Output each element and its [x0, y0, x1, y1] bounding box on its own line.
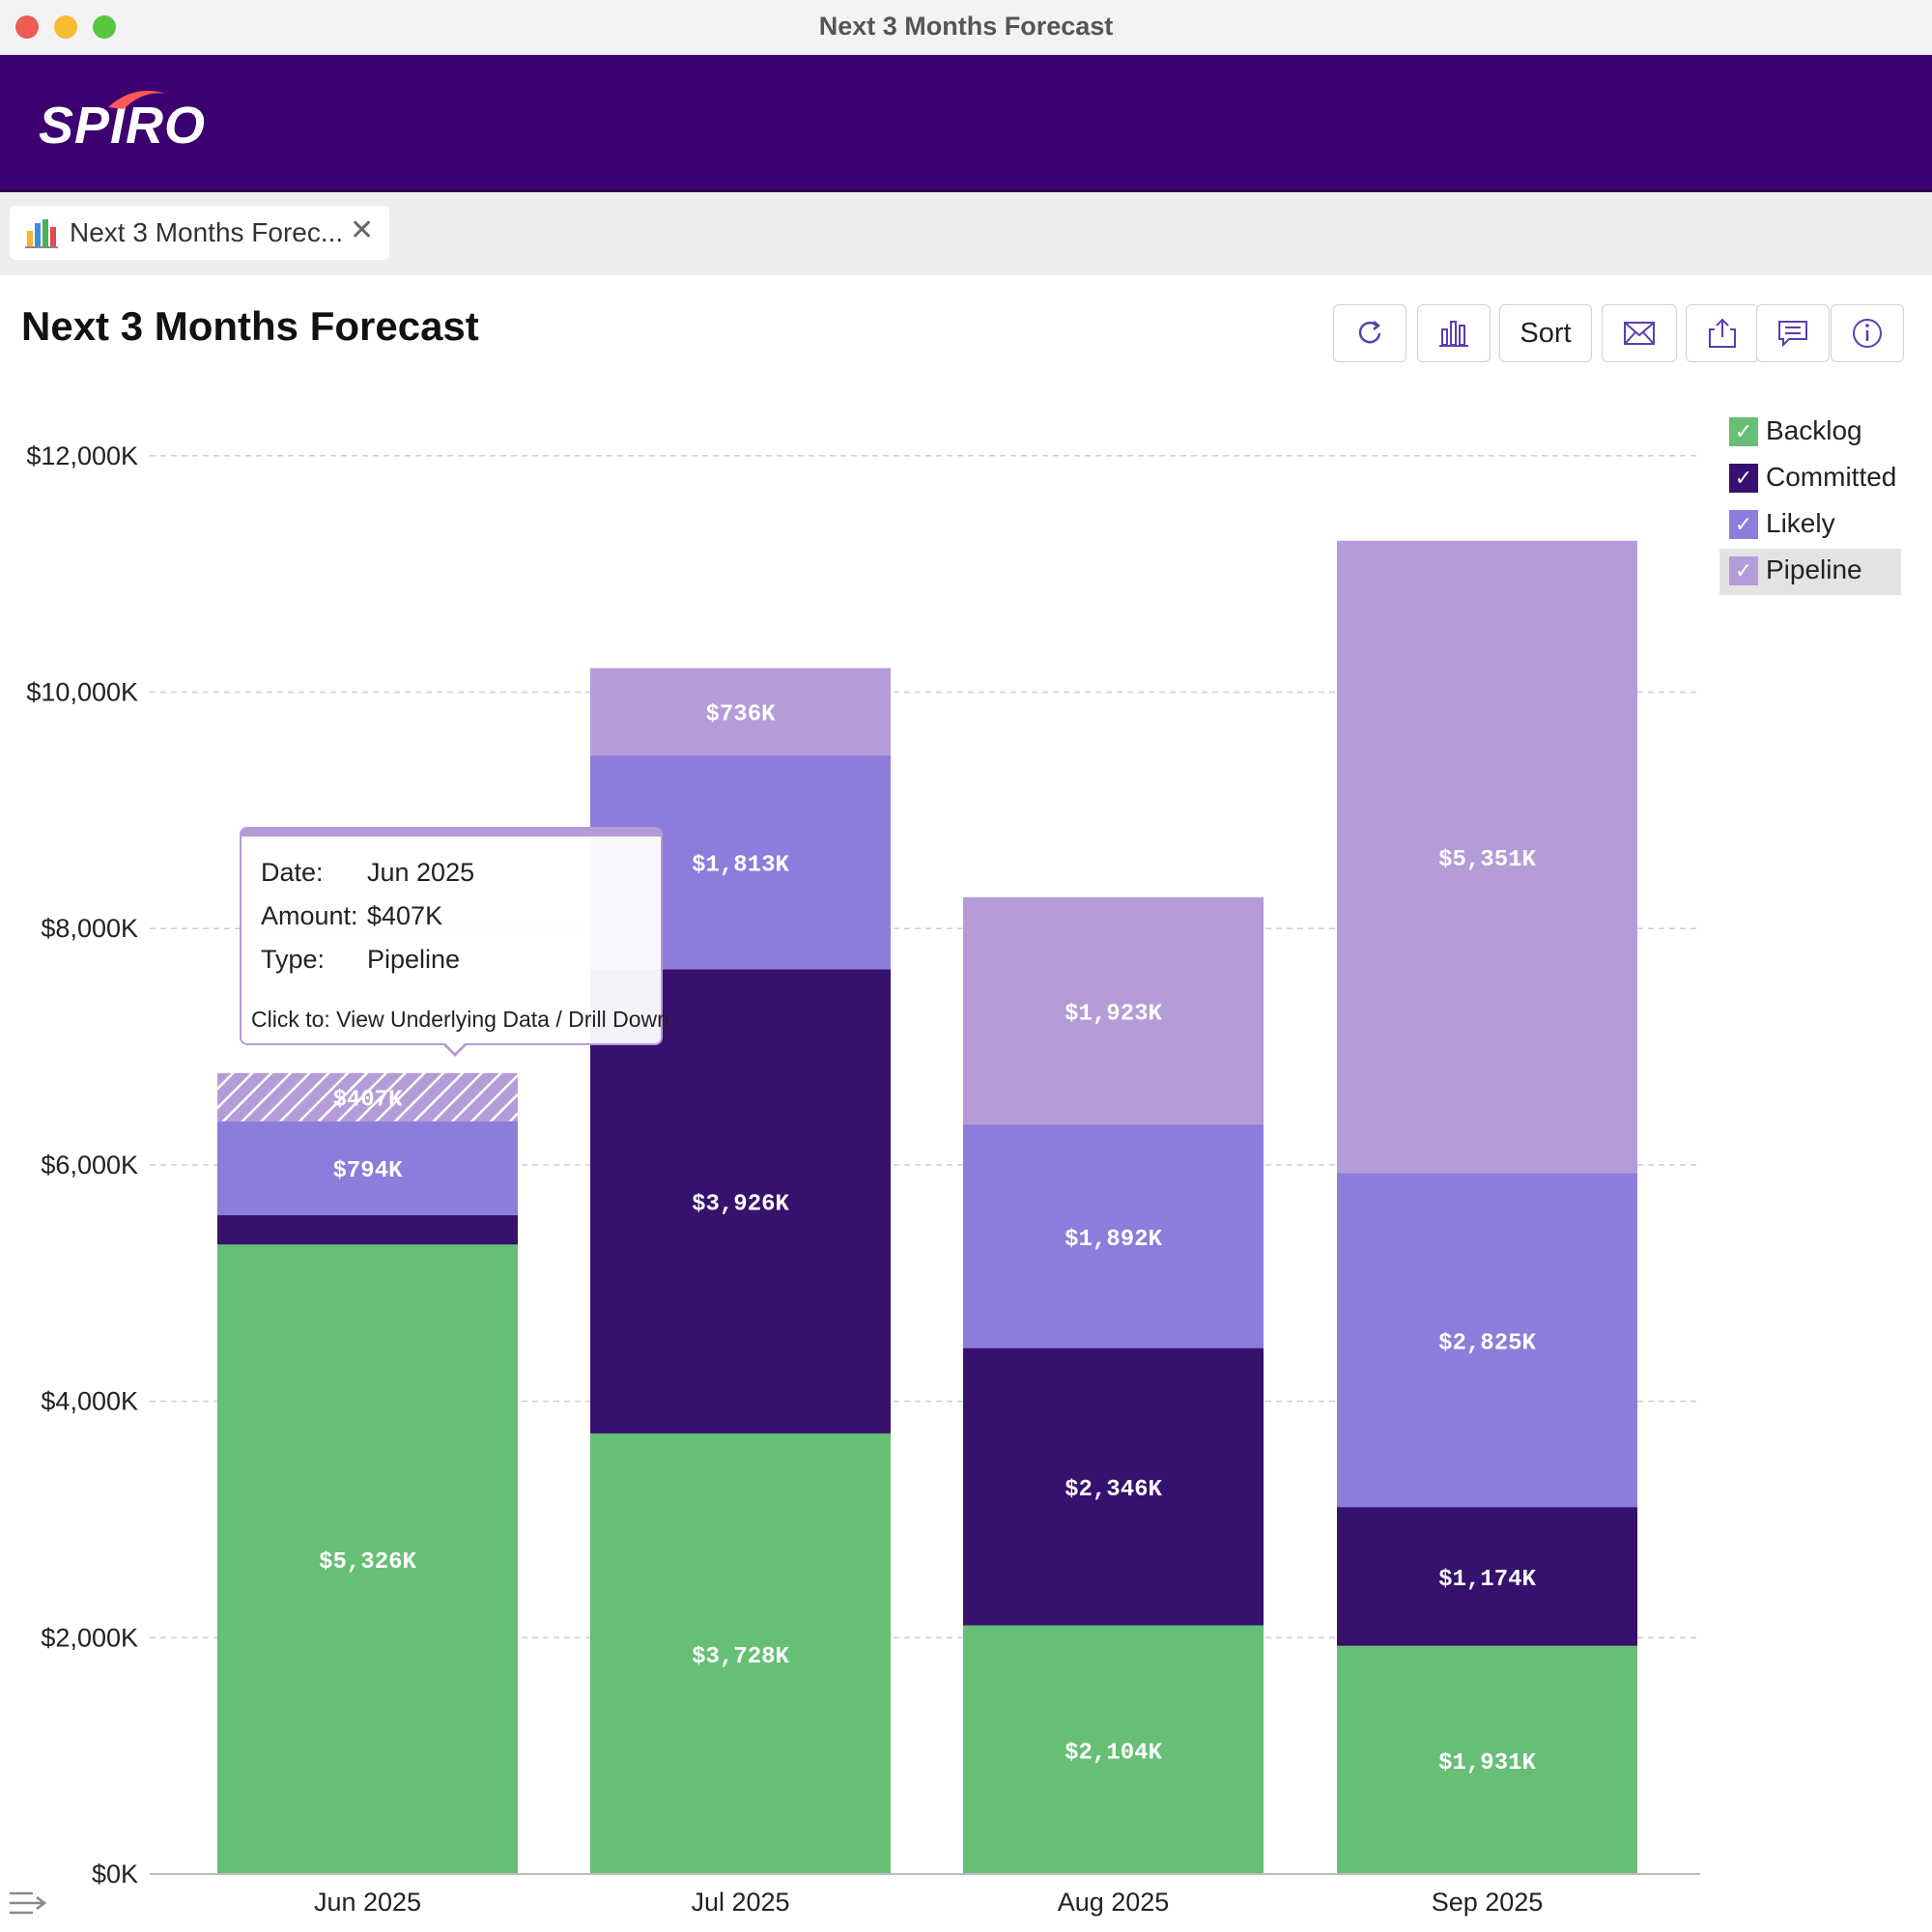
bar-pipeline-jun-2025[interactable] — [217, 1072, 518, 1122]
legend-item-likely[interactable]: ✓ Likely — [1719, 502, 1901, 549]
sort-label: Sort — [1520, 317, 1572, 349]
x-tick-label: Jul 2025 — [691, 1888, 789, 1917]
data-label: $2,346K — [1065, 1477, 1162, 1503]
legend-label: Likely — [1766, 508, 1835, 538]
bar-committed-aug-2025[interactable] — [963, 1348, 1264, 1626]
data-label: $2,825K — [1438, 1330, 1536, 1356]
legend-item-committed[interactable]: ✓ Committed — [1719, 456, 1901, 502]
zoom-window-button[interactable] — [93, 15, 116, 39]
data-label: $5,326K — [319, 1549, 416, 1576]
y-tick-label: $12,000K — [26, 441, 138, 470]
legend-label: Committed — [1766, 462, 1897, 492]
window-titlebar: Next 3 Months Forecast — [0, 0, 1932, 55]
info-button[interactable] — [1831, 304, 1904, 362]
legend-check-icon: ✓ — [1729, 417, 1758, 446]
legend-check-icon: ✓ — [1729, 556, 1758, 585]
collapse-menu-icon[interactable] — [8, 1888, 46, 1918]
data-label: $1,892K — [1065, 1227, 1162, 1253]
data-label: $5,351K — [1438, 847, 1536, 873]
legend-item-backlog[interactable]: ✓ Backlog — [1719, 410, 1901, 456]
data-label: $1,923K — [1065, 1001, 1162, 1027]
bar-backlog-jul-2025[interactable] — [590, 1433, 891, 1874]
x-tick-label: Jun 2025 — [314, 1888, 421, 1917]
close-tab-icon[interactable]: ✕ — [350, 214, 375, 246]
x-tick-label: Aug 2025 — [1058, 1888, 1170, 1917]
bar-likely-sep-2025[interactable] — [1337, 1173, 1637, 1508]
comment-button[interactable] — [1756, 304, 1830, 362]
sort-button[interactable]: Sort — [1499, 304, 1592, 362]
y-tick-label: $4,000K — [41, 1387, 138, 1416]
brand-header: SPIRO — [0, 55, 1932, 192]
chart-tab-icon — [25, 219, 58, 248]
refresh-button[interactable] — [1333, 304, 1406, 362]
bar-pipeline-jul-2025[interactable] — [590, 668, 891, 755]
tooltip-date-key: Date: — [261, 858, 324, 887]
bar-chart-icon — [1439, 321, 1468, 347]
export-icon — [1709, 318, 1736, 348]
minimize-window-button[interactable] — [54, 15, 77, 39]
data-label: $1,813K — [692, 853, 789, 879]
bar-backlog-sep-2025[interactable] — [1337, 1645, 1637, 1874]
bar-likely-aug-2025[interactable] — [963, 1124, 1264, 1349]
data-label: $1,931K — [1438, 1750, 1536, 1776]
tab-label: Next 3 Months Forec... — [70, 217, 344, 247]
close-window-button[interactable] — [15, 15, 39, 39]
data-label: $3,728K — [692, 1644, 789, 1670]
bar-likely-jun-2025[interactable] — [217, 1121, 518, 1215]
y-tick-label: $0K — [92, 1860, 138, 1889]
bar-committed-jun-2025[interactable] — [217, 1214, 518, 1245]
bar-committed-jul-2025[interactable] — [590, 969, 891, 1434]
data-label: $407K — [332, 1088, 403, 1114]
chart-tooltip: Date: Jun 2025 Amount: $407K Type: Pipel… — [240, 827, 669, 1045]
tooltip-hint[interactable]: Click to: View Underlying Data / Drill D… — [251, 1007, 669, 1032]
data-label: $736K — [705, 702, 776, 728]
tooltip-amount-value: $407K — [367, 901, 443, 930]
data-label: $2,104K — [1065, 1740, 1162, 1766]
legend-label: Backlog — [1766, 415, 1862, 445]
tooltip-caret-inner — [443, 1041, 467, 1053]
tab-bar: Next 3 Months Forec... ✕ — [0, 192, 1932, 275]
spiro-logo[interactable]: SPIRO — [39, 91, 206, 156]
y-tick-label: $8,000K — [41, 914, 138, 943]
comment-icon — [1778, 321, 1807, 348]
info-icon — [1853, 319, 1882, 348]
y-tick-label: $10,000K — [26, 678, 138, 707]
data-label: $3,926K — [692, 1192, 789, 1218]
x-tick-label: Sep 2025 — [1432, 1888, 1544, 1917]
logo-swoosh-icon — [108, 91, 166, 109]
y-tick-label: $6,000K — [41, 1151, 138, 1179]
bar-backlog-jun-2025[interactable] — [217, 1244, 518, 1874]
data-label: $1,174K — [1438, 1567, 1536, 1593]
tab-forecast[interactable]: Next 3 Months Forec... ✕ — [10, 206, 389, 260]
chart-type-button[interactable] — [1417, 304, 1491, 362]
forecast-chart: $5,326K $794K $407K $3,728K $3,926K $1,813K $7… — [26, 441, 1700, 1917]
email-button[interactable] — [1602, 304, 1677, 362]
legend-label: Pipeline — [1766, 554, 1862, 584]
bar-committed-sep-2025[interactable] — [1337, 1507, 1637, 1646]
bar-pipeline-aug-2025[interactable] — [963, 896, 1264, 1125]
export-button[interactable] — [1686, 304, 1759, 362]
window-title: Next 3 Months Forecast — [818, 12, 1114, 41]
tooltip-type-key: Type: — [261, 945, 326, 974]
y-tick-label: $2,000K — [41, 1623, 138, 1652]
bar-backlog-aug-2025[interactable] — [963, 1625, 1264, 1874]
legend-item-pipeline[interactable]: ✓ Pipeline — [1719, 549, 1901, 595]
email-icon — [1624, 322, 1655, 345]
legend-check-icon: ✓ — [1729, 510, 1758, 539]
page-title: Next 3 Months Forecast — [21, 303, 479, 349]
legend-check-icon: ✓ — [1729, 464, 1758, 493]
bar-pipeline-sep-2025[interactable] — [1337, 540, 1637, 1174]
tooltip-date-value: Jun 2025 — [367, 858, 475, 887]
tooltip-type-value: Pipeline — [367, 945, 461, 974]
refresh-icon — [1358, 321, 1381, 344]
data-label: $794K — [332, 1158, 403, 1184]
tooltip-amount-key: Amount: — [261, 901, 358, 930]
